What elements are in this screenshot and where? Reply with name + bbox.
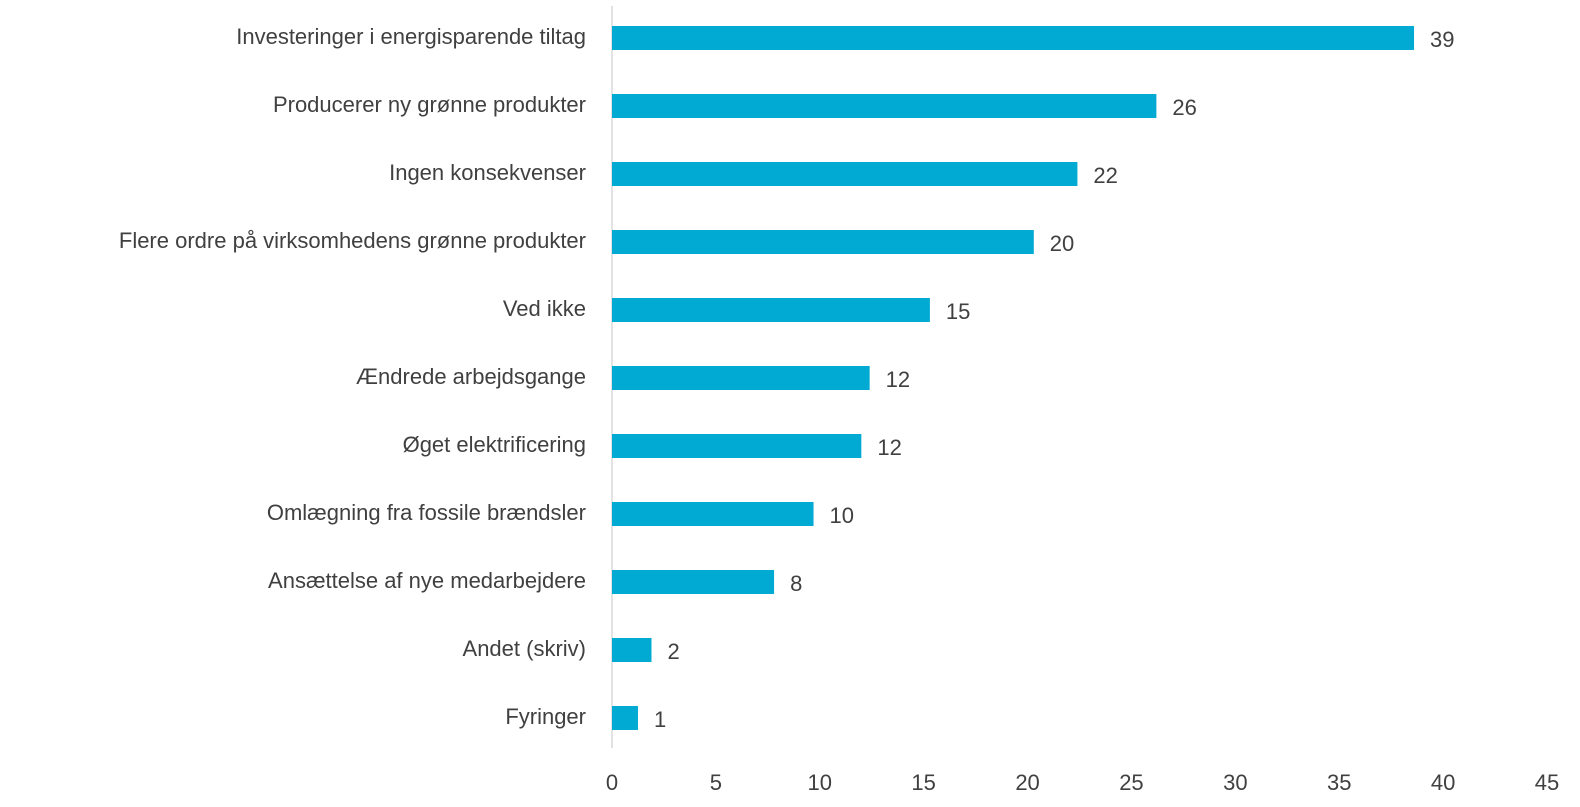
bar	[612, 502, 814, 526]
bar	[612, 162, 1078, 186]
y-tick-label: Ved ikke	[503, 296, 586, 321]
bar	[612, 26, 1415, 50]
bar	[612, 366, 870, 390]
x-tick-label: 40	[1431, 770, 1455, 795]
x-tick-label: 35	[1327, 770, 1351, 795]
bar	[612, 638, 652, 662]
y-tick-label: Omlægning fra fossile brændsler	[267, 500, 586, 525]
bar	[612, 94, 1157, 118]
y-tick-label: Producerer ny grønne produkter	[273, 92, 586, 117]
bar	[612, 434, 862, 458]
value-label: 12	[886, 367, 910, 392]
y-tick-label: Investeringer i energisparende tiltag	[236, 24, 586, 49]
value-label: 22	[1093, 163, 1117, 188]
value-label: 2	[667, 639, 679, 664]
value-label: 1	[654, 707, 666, 732]
x-tick-label: 0	[606, 770, 618, 795]
value-label: 12	[877, 435, 901, 460]
y-tick-label: Øget elektrificering	[403, 432, 586, 457]
y-tick-label: Ansættelse af nye medarbejdere	[268, 568, 586, 593]
bar	[612, 298, 930, 322]
x-tick-label: 5	[710, 770, 722, 795]
value-label: 10	[830, 503, 854, 528]
y-tick-label: Ingen konsekvenser	[389, 160, 586, 185]
value-label: 39	[1430, 27, 1454, 52]
x-tick-label: 25	[1119, 770, 1143, 795]
bar	[612, 706, 638, 730]
y-tick-label: Ændrede arbejdsgange	[356, 364, 586, 389]
y-tick-label: Fyringer	[505, 704, 586, 729]
value-label: 20	[1050, 231, 1074, 256]
bar	[612, 570, 775, 594]
x-tick-label: 10	[808, 770, 832, 795]
value-label: 8	[790, 571, 802, 596]
x-tick-label: 45	[1535, 770, 1559, 795]
value-label: 26	[1172, 95, 1196, 120]
bar	[612, 230, 1034, 254]
value-label: 15	[946, 299, 970, 324]
x-tick-label: 30	[1223, 770, 1247, 795]
y-tick-label: Flere ordre på virksomhedens grønne prod…	[119, 228, 586, 253]
x-tick-label: 15	[911, 770, 935, 795]
y-tick-label: Andet (skriv)	[463, 636, 586, 661]
x-tick-label: 20	[1015, 770, 1039, 795]
